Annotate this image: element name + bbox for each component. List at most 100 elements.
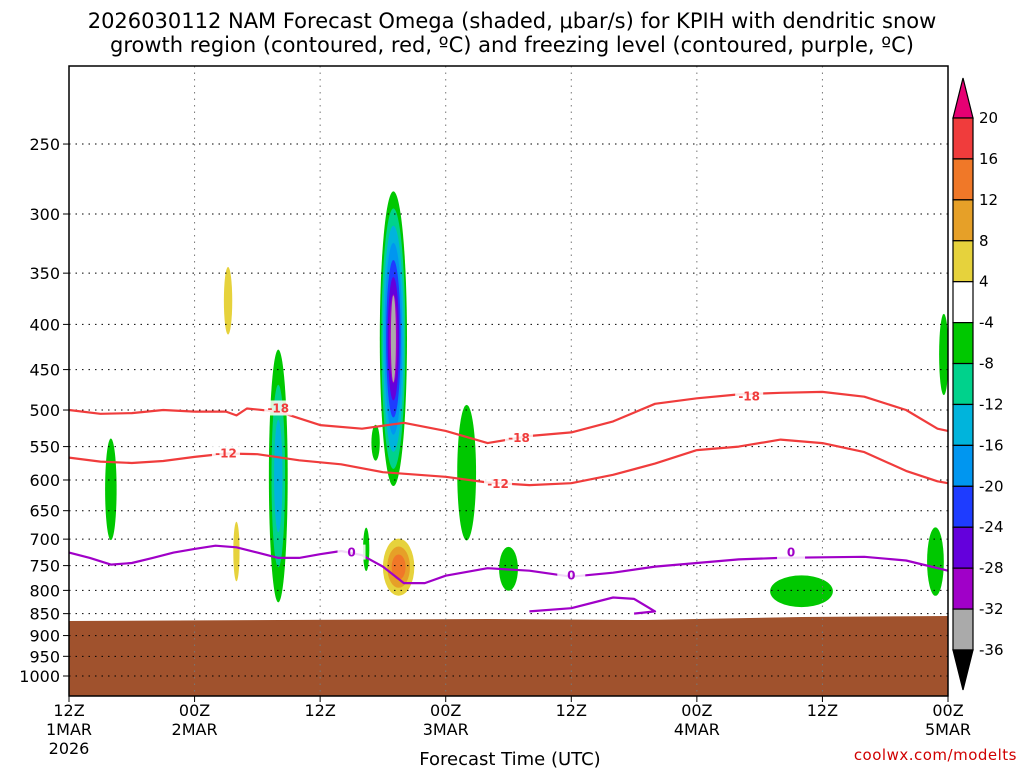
y-tick-label-650: 650: [29, 502, 60, 521]
colorbar-band-10: [952, 526, 974, 569]
contour-label-1-0: -12: [215, 447, 237, 461]
y-tick-label-450: 450: [29, 361, 60, 380]
colorbar-band-4: [952, 281, 974, 324]
colorbar-band-0: [952, 117, 974, 160]
y-axis-ticks: 250 300 350 400 450 500 550 600 650 700 750 800 850 9…: [19, 135, 69, 686]
colorbar-band-6: [952, 362, 974, 406]
y-tick-label-550: 550: [29, 438, 60, 457]
x-tick-label-0-top: 12Z: [53, 701, 84, 720]
x-tick-label-0-mid: 1MAR: [46, 720, 92, 739]
contour-label-bg-2-0: [337, 544, 366, 560]
y-tick-label-350: 350: [29, 264, 60, 283]
contour-label-0-2: -18: [738, 390, 760, 404]
colorbar-band-7: [952, 403, 974, 446]
y-tick-label-300: 300: [29, 205, 60, 224]
colorbar-label-13: -36: [979, 641, 1004, 659]
contour-label-bg-0-2: [735, 388, 764, 404]
omega-patch-g-layer-0: [363, 527, 370, 572]
omega-patch-h-layer-0: [223, 266, 233, 335]
colorbar-band-11: [952, 567, 974, 610]
omega-patch-a-layer-0: [105, 438, 117, 541]
x-tick-label-36-top: 00Z: [430, 701, 461, 720]
x-tick-label-84-top: 00Z: [932, 701, 963, 720]
chart-title-line2: growth region (contoured, red, ºC) and f…: [110, 33, 914, 57]
omega-patch-i-layer-0: [233, 521, 240, 582]
y-tick-label-400: 400: [29, 315, 60, 334]
credit-text: coolwx.com/modelts: [854, 746, 1017, 764]
omega-band-day2-layer-2: [274, 419, 283, 533]
y-tick-label-800: 800: [29, 581, 60, 600]
x-tick-label-24-top: 12Z: [304, 701, 335, 720]
colorbar-band-12: [952, 608, 974, 651]
contour-label-0-1: -18: [508, 431, 530, 445]
colorbar-label-10: -24: [979, 518, 1004, 536]
x-tick-label-12-mid: 2MAR: [172, 720, 218, 739]
colorbar: 20 16 12 8 4 -4 -8 -12 -16 -20 -24 -28 -32 -36: [952, 77, 1004, 691]
contour-label-bg-2-1: [557, 567, 586, 583]
y-tick-label-500: 500: [29, 401, 60, 420]
contour-label-bg-2-2: [777, 544, 806, 560]
colorbar-label-8: -16: [979, 436, 1004, 454]
x-tick-label-60-top: 00Z: [681, 701, 712, 720]
contour-label-bg-0-1: [504, 430, 533, 446]
colorbar-label-3: 8: [979, 232, 989, 250]
contour-label-2-0: 0: [347, 546, 355, 560]
colorbar-label-7: -12: [979, 395, 1004, 413]
omega-patch-d-layer-0: [927, 527, 944, 596]
colorbar-band-1: [952, 158, 974, 201]
y-tick-label-1000: 1000: [19, 667, 60, 686]
chart-title: 2026030112 NAM Forecast Omega (shaded, μ…: [88, 9, 937, 57]
colorbar-label-11: -28: [979, 559, 1004, 577]
omega-ascent-column-layer-7: [390, 295, 396, 383]
contour-label-2-1: 0: [567, 569, 575, 583]
x-tick-label-84-mid: 5MAR: [925, 720, 971, 739]
colorbar-label-12: -32: [979, 600, 1004, 618]
colorbar-bottom-triangle: [952, 649, 974, 691]
x-tick-label-12-top: 00Z: [179, 701, 210, 720]
contour-2: [68, 544, 949, 585]
omega-band-day3-layer-0: [457, 404, 477, 541]
contour-label-0-0: -18: [267, 401, 289, 415]
contour-label-bg-1-1: [484, 475, 513, 491]
terrain-fill: [69, 616, 948, 696]
colorbar-label-1: 16: [979, 150, 998, 168]
chart-title-line1: 2026030112 NAM Forecast Omega (shaded, μ…: [88, 9, 937, 33]
omega-patch-f-layer-0: [371, 424, 380, 461]
omega-shading: [105, 191, 949, 608]
colorbar-label-4: 4: [979, 273, 989, 291]
colorbar-label-6: -8: [979, 355, 994, 373]
contour-3: [529, 596, 657, 615]
colorbar-label-5: -4: [979, 314, 994, 332]
y-tick-label-250: 250: [29, 135, 60, 154]
x-tick-label-72-top: 12Z: [807, 701, 838, 720]
contour-label-bg-0-0: [264, 400, 293, 416]
y-tick-label-950: 950: [29, 647, 60, 666]
x-tick-label-48-top: 12Z: [556, 701, 587, 720]
y-tick-label-850: 850: [29, 605, 60, 624]
contour-label-1-1: -12: [487, 477, 509, 491]
x-tick-label-0-bot: 2026: [49, 739, 90, 758]
colorbar-label-2: 12: [979, 191, 998, 209]
colorbar-label-0: 20: [979, 109, 998, 127]
y-tick-label-600: 600: [29, 471, 60, 490]
colorbar-label-9: -20: [979, 477, 1004, 495]
y-tick-label-750: 750: [29, 557, 60, 576]
colorbar-band-8: [952, 444, 974, 487]
y-tick-label-700: 700: [29, 530, 60, 549]
plot-frame: [68, 65, 949, 697]
colorbar-top-triangle: [952, 77, 974, 119]
colorbar-band-5: [952, 322, 974, 365]
omega-descent-layer-2: [391, 554, 406, 580]
terrain-area: [69, 616, 948, 696]
omega-patch-c-layer-0: [770, 575, 833, 608]
y-tick-label-900: 900: [29, 627, 60, 646]
colorbar-band-2: [952, 199, 974, 242]
omega-patch-e-layer-0: [939, 313, 949, 396]
colorbar-band-3: [952, 240, 974, 283]
contour-lines: -18 -18 -18 -12 -12 0 0 0: [68, 388, 949, 615]
contour-label-2-2: 0: [787, 546, 795, 560]
x-axis-label: Forecast Time (UTC): [419, 749, 600, 768]
x-tick-label-60-mid: 4MAR: [674, 720, 720, 739]
